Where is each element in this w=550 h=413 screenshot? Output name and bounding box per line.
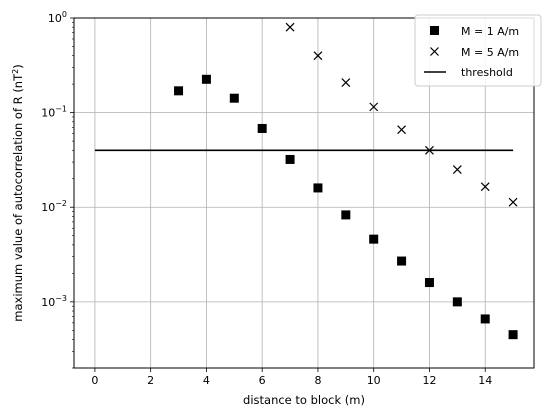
- y-tick-label: 10−2: [41, 199, 67, 214]
- x-tick-label: 8: [314, 374, 321, 387]
- legend-x-marker: [430, 47, 439, 56]
- x-marker-stroke: [341, 78, 351, 87]
- x-tick-label: 2: [147, 374, 154, 387]
- legend: M = 1 A/m M = 5 A/m threshold: [414, 14, 542, 87]
- square-marker: [313, 183, 323, 193]
- legend-label-threshold: threshold: [461, 66, 513, 79]
- x-marker-stroke: [313, 51, 323, 61]
- square-marker: [257, 123, 267, 133]
- y-axis-label-sup: 2: [11, 69, 20, 74]
- x-marker-stroke: [480, 182, 490, 192]
- square-marker: [229, 93, 239, 103]
- x-marker: [452, 165, 462, 175]
- x-marker-stroke: [285, 22, 295, 32]
- legend-square-marker: [430, 26, 439, 35]
- x-marker: [397, 125, 407, 135]
- x-axis-label: distance to block (m): [243, 393, 365, 407]
- y-axis-label: maximum value of autocorrelation of R (n…: [11, 64, 25, 321]
- x-marker: [313, 51, 323, 61]
- legend-box: [414, 14, 542, 87]
- y-tick-label: 10−3: [41, 294, 67, 309]
- x-marker-stroke: [425, 145, 434, 155]
- x-tick-label: 0: [91, 374, 98, 387]
- square-marker: [424, 278, 434, 288]
- y-axis-label-main: maximum value of autocorrelation of R (n…: [11, 73, 25, 322]
- plot-frame: [73, 17, 535, 369]
- square-marker: [397, 256, 407, 266]
- square-marker: [174, 86, 184, 96]
- y-axis-label-end: ): [11, 64, 25, 69]
- x-tick-label: 12: [422, 374, 436, 387]
- x-marker: [285, 22, 295, 32]
- square-marker: [452, 297, 462, 307]
- x-marker: [369, 102, 379, 112]
- square-marker: [508, 330, 518, 340]
- x-marker: [425, 145, 434, 155]
- x-marker: [341, 78, 351, 87]
- square-marker: [341, 210, 351, 220]
- legend-label-series-2: M = 5 A/m: [461, 46, 519, 59]
- x-tick-label: 10: [367, 374, 381, 387]
- x-marker-stroke: [452, 165, 462, 175]
- x-tick-label: 6: [259, 374, 266, 387]
- legend-label-series-1: M = 1 A/m: [461, 25, 519, 38]
- y-tick-label: 100: [48, 10, 67, 25]
- x-tick-label: 14: [478, 374, 492, 387]
- x-marker-stroke: [508, 197, 518, 207]
- x-marker-stroke: [369, 102, 379, 112]
- x-tick-label: 4: [203, 374, 210, 387]
- square-marker: [201, 74, 211, 84]
- x-marker: [508, 197, 518, 207]
- square-marker: [369, 234, 379, 244]
- ticks: 0 2 4 6 8 10 12 14 100 10−1 10−2 10−3: [41, 10, 492, 387]
- x-marker-stroke: [397, 125, 407, 135]
- markers: [174, 22, 518, 340]
- x-marker: [480, 182, 490, 192]
- y-tick-label: 10−1: [41, 105, 67, 120]
- square-marker: [285, 154, 295, 164]
- square-marker: [480, 314, 490, 324]
